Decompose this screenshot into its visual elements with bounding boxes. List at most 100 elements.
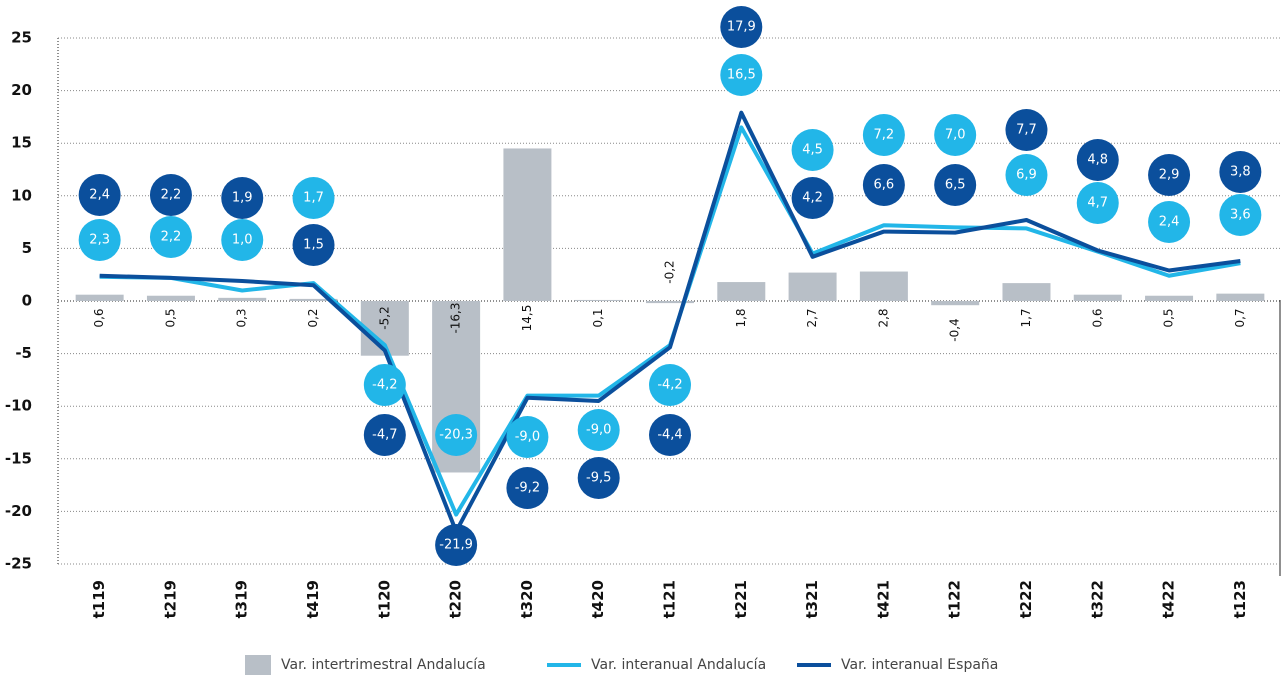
value-label: 16,5 — [727, 68, 756, 83]
value-label: 6,9 — [1016, 168, 1037, 183]
x-tick-label: t320 — [518, 580, 536, 618]
value-label: 2,2 — [161, 230, 182, 245]
value-bubble — [435, 414, 478, 456]
value-label: -4,2 — [372, 378, 397, 393]
x-tick-label: t219 — [161, 580, 179, 618]
value-label: 2,2 — [161, 188, 182, 203]
y-tick-label: 20 — [11, 81, 32, 99]
value-label: 6,5 — [945, 178, 966, 193]
bar — [646, 301, 694, 304]
value-label: -9,0 — [586, 423, 611, 438]
x-tick-label: t421 — [874, 580, 892, 618]
bar — [503, 148, 552, 301]
bar — [788, 272, 837, 301]
bar-label: 0,5 — [1162, 308, 1176, 327]
value-label: 1,0 — [232, 233, 253, 248]
y-tick-label: 25 — [11, 29, 32, 47]
bar — [289, 298, 338, 301]
bar — [1073, 294, 1122, 301]
y-tick-label: 0 — [22, 292, 32, 310]
value-bubble — [506, 467, 549, 509]
value-label: -21,9 — [439, 538, 473, 553]
value-label: 2,3 — [89, 233, 110, 248]
bar-label: 1,7 — [1019, 308, 1033, 327]
bar-label: 0,3 — [235, 308, 249, 327]
value-label: -20,3 — [439, 428, 473, 443]
x-tick-label: t123 — [1231, 580, 1249, 618]
legend-label: Var. interanual Andalucía — [591, 657, 766, 673]
value-label: 2,9 — [1159, 168, 1180, 183]
x-tick-label: t322 — [1088, 580, 1106, 618]
value-bubble — [1148, 154, 1191, 196]
value-label: -9,0 — [515, 430, 540, 445]
value-label: -4,7 — [372, 428, 397, 443]
value-label: 1,9 — [232, 191, 253, 206]
x-tick-label: t319 — [233, 580, 251, 618]
line — [99, 125, 1241, 517]
bar — [574, 299, 623, 301]
bar-label: -16,3 — [449, 302, 463, 333]
bar-label: 14,5 — [520, 305, 534, 332]
y-tick-label: -15 — [5, 449, 32, 467]
y-tick-label: -20 — [5, 502, 32, 520]
value-bubble — [292, 224, 335, 266]
bar — [1216, 293, 1265, 301]
x-tick-label: t419 — [304, 580, 322, 618]
bar-label: 2,7 — [805, 308, 819, 327]
x-tick-label: t222 — [1017, 580, 1035, 618]
value-bubble — [1219, 151, 1262, 193]
value-label: 17,9 — [727, 20, 756, 35]
value-label: -9,5 — [586, 471, 611, 486]
bar-label: 0,6 — [92, 308, 106, 327]
value-label: 2,4 — [89, 188, 110, 203]
value-bubble — [221, 219, 264, 261]
value-bubble — [934, 114, 977, 156]
value-bubble — [1219, 194, 1262, 236]
value-label: 4,8 — [1087, 153, 1108, 168]
x-tick-label: t221 — [732, 580, 750, 618]
bar — [1002, 283, 1051, 301]
x-tick-label: t220 — [447, 580, 465, 618]
value-bubble — [1005, 109, 1048, 151]
value-bubble — [1076, 139, 1119, 181]
value-bubble — [363, 414, 406, 456]
value-bubble — [221, 177, 264, 219]
y-tick-label: 10 — [11, 186, 32, 204]
value-label: 1,5 — [303, 238, 324, 253]
x-tick-label: t422 — [1160, 580, 1178, 618]
bar-label: -0,4 — [948, 318, 962, 341]
x-tick-label: t121 — [661, 580, 679, 618]
value-bubble — [435, 524, 478, 566]
value-bubble — [791, 129, 834, 171]
value-bubble — [649, 364, 691, 406]
value-bubble — [149, 216, 192, 258]
value-bubble — [862, 114, 905, 156]
value-label: 7,2 — [874, 128, 895, 143]
y-tick-label: -10 — [5, 397, 32, 415]
value-label: 1,7 — [303, 191, 324, 206]
value-bubble — [1005, 154, 1048, 196]
legend-swatch — [245, 655, 271, 675]
value-bubble — [149, 174, 192, 216]
value-label: 6,6 — [874, 178, 895, 193]
value-label: 7,7 — [1016, 123, 1037, 138]
value-bubble — [363, 364, 406, 406]
value-bubble — [649, 414, 691, 456]
value-bubble — [791, 177, 834, 219]
value-bubble — [720, 54, 763, 96]
y-tick-label: 15 — [11, 134, 32, 152]
value-label: -4,2 — [657, 378, 682, 393]
value-bubble — [1076, 182, 1119, 224]
legend-label: Var. intertrimestral Andalucía — [281, 657, 486, 673]
x-tick-label: t122 — [946, 580, 964, 618]
x-tick-label: t420 — [589, 580, 607, 618]
x-tick-label: t119 — [90, 580, 108, 618]
bar-label: 1,8 — [734, 308, 748, 327]
value-label: -4,4 — [657, 428, 682, 443]
legend-label: Var. interanual España — [841, 657, 998, 673]
bar-label: 0,2 — [306, 308, 320, 327]
bar-label: 0,6 — [1090, 308, 1104, 327]
value-label: 2,4 — [1159, 215, 1180, 230]
value-bubble — [720, 6, 763, 48]
y-tick-label: -5 — [15, 344, 32, 362]
